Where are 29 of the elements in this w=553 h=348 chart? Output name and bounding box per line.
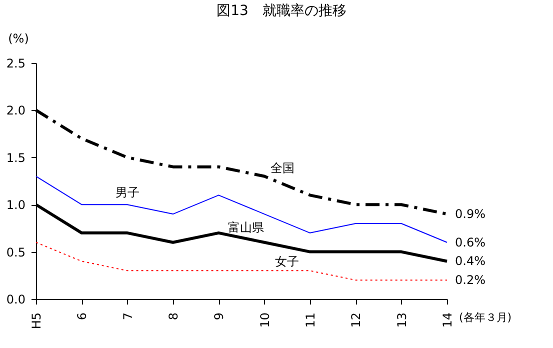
- y-tick-label: 2.5: [6, 56, 26, 70]
- series-label: 女子: [275, 254, 300, 269]
- x-tick-label: 10: [258, 312, 272, 328]
- x-tick-label: 6: [75, 312, 90, 320]
- series-label: 男子: [115, 186, 140, 200]
- data-label: 0.4%: [455, 254, 486, 268]
- x-tick-label: 9: [212, 312, 226, 320]
- y-tick-label: 1.5: [6, 150, 26, 165]
- y-tick-label: 1.0: [6, 198, 26, 212]
- x-tick-label: 8: [166, 312, 180, 320]
- data-label: 0.6%: [455, 235, 486, 250]
- data-label: 0.2%: [455, 273, 486, 288]
- series-label: 全国: [270, 160, 295, 175]
- line-series: [36, 242, 448, 281]
- text: (各年３月): [459, 311, 512, 324]
- x-tick-label: 7: [120, 312, 135, 320]
- x-tick-label: 13: [394, 312, 409, 328]
- x-tick-label: H5: [30, 312, 44, 330]
- data-label: 0.9%: [455, 207, 486, 222]
- y-tick-label: 0.0: [6, 292, 26, 306]
- x-tick-label: 11: [304, 312, 318, 328]
- chart-title: 図13 就職率の推移: [216, 3, 346, 19]
- x-tick-label: 12: [349, 312, 364, 328]
- series-label: 富山県: [228, 220, 264, 235]
- y-tick-label: 2.0: [6, 104, 26, 118]
- y-tick-label: 0.5: [6, 245, 26, 260]
- line-series: [36, 176, 448, 243]
- y-axis-title: (%): [8, 32, 29, 46]
- x-tick-label: 14: [440, 312, 454, 328]
